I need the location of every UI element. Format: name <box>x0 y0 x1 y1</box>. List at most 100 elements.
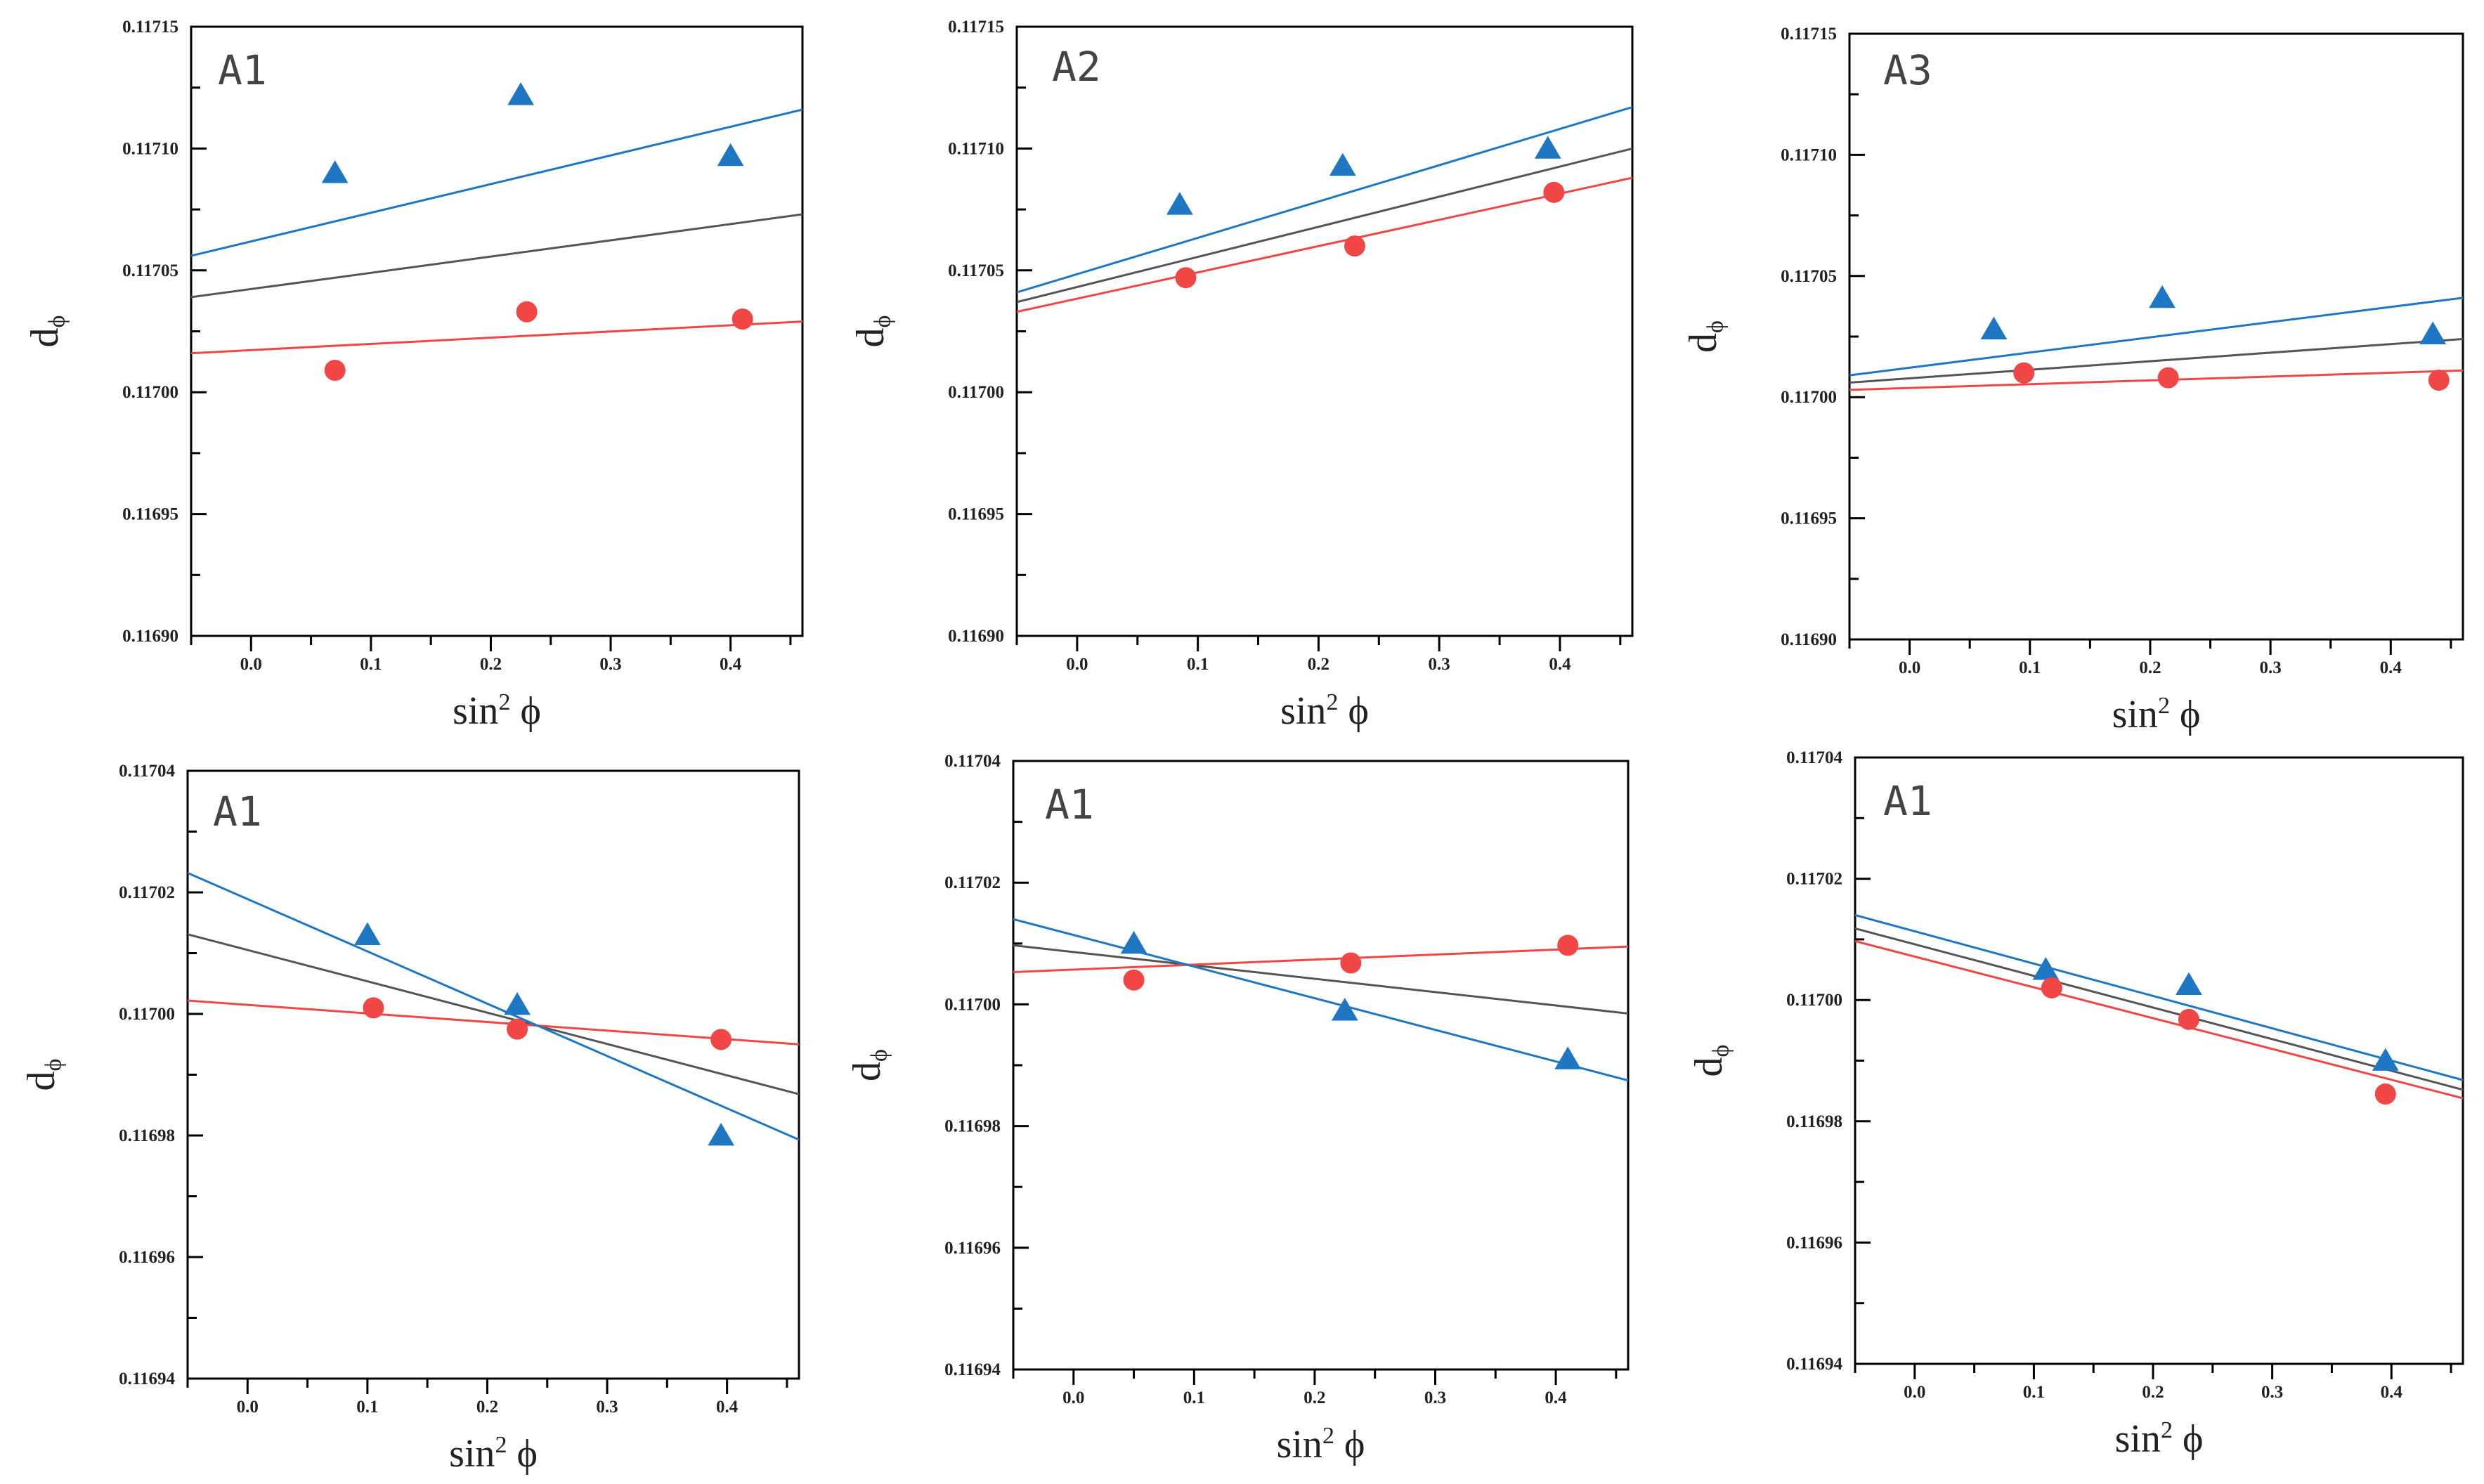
y-tick-label: 0.11704 <box>119 762 175 781</box>
triangle-point <box>717 143 744 167</box>
gray-fit-line <box>1017 147 1632 304</box>
y-tick-label: 0.11694 <box>119 1369 175 1388</box>
panel-label: A3 <box>1883 46 1932 94</box>
chart-panel-5: 0.11694 0.11696 0.11698 0.11700 0.11702 0.117… <box>845 752 1630 1466</box>
x-tick-label: 0.2 <box>1303 1388 1325 1407</box>
y-axis-title: dϕ <box>20 1059 67 1091</box>
y-tick-label: 0.11690 <box>122 627 178 646</box>
chart-panel-6: 0.11694 0.11696 0.11698 0.11700 0.11702 0.117… <box>1687 748 2464 1461</box>
gray-fit-line <box>188 933 799 1095</box>
chart-panel-4: 0.11694 0.11696 0.11698 0.11700 0.11702 0.117… <box>20 762 800 1476</box>
circle-point <box>2178 1008 2199 1030</box>
y-tick-label: 0.11715 <box>1781 25 1837 44</box>
plot-frame <box>186 769 800 1380</box>
x-tick-label: 0.2 <box>1308 655 1329 674</box>
x-tick-label: 0.1 <box>1187 655 1209 674</box>
y-tick-label: 0.11702 <box>1786 870 1842 889</box>
y-tick-label: 0.11698 <box>119 1126 175 1145</box>
x-tick-label: 0.2 <box>476 1398 498 1417</box>
x-tick-label: 0.4 <box>720 655 742 674</box>
x-axis-title: sin2 ϕ <box>2115 1417 2204 1461</box>
x-axis-title: sin2 ϕ <box>2112 693 2201 736</box>
x-axis-title: sin2 ϕ <box>1280 689 1369 733</box>
y-tick-label: 0.11702 <box>119 883 175 902</box>
y-tick-label: 0.11696 <box>119 1248 175 1267</box>
y-tick-label: 0.11710 <box>122 139 178 158</box>
panel-label: A1 <box>1883 777 1932 825</box>
x-tick-label: 0.3 <box>1429 655 1450 674</box>
y-tick-label: 0.11715 <box>122 18 178 37</box>
red-fit-line <box>1855 940 2463 1100</box>
y-axis-title: dϕ <box>1687 1045 1734 1077</box>
triangle-point <box>2419 321 2447 344</box>
circle-point <box>1340 952 1362 974</box>
y-tick-label: 0.11710 <box>1781 145 1837 164</box>
y-axis-title: dϕ <box>1682 320 1729 353</box>
y-tick-label: 0.11700 <box>122 383 178 402</box>
x-tick-label: 0.0 <box>1904 1383 1925 1402</box>
circle-point <box>324 359 346 381</box>
plot-frame <box>1012 760 1630 1371</box>
circle-point <box>1123 969 1145 991</box>
x-tick-label: 0.4 <box>1545 1388 1567 1407</box>
triangle-point <box>1554 1046 1582 1069</box>
circle-point <box>731 308 753 330</box>
y-tick-label: 0.11700 <box>1786 991 1842 1010</box>
x-tick-label: 0.1 <box>2019 658 2041 677</box>
y-tick-label: 0.11710 <box>948 139 1004 158</box>
y-tick-label: 0.11700 <box>119 1005 175 1024</box>
triangle-point <box>2149 285 2176 308</box>
x-axis-title: sin2 ϕ <box>1277 1423 1365 1466</box>
y-tick-label: 0.11698 <box>1786 1112 1842 1131</box>
y-tick-label: 0.11694 <box>944 1360 1001 1379</box>
circle-point <box>507 1018 528 1040</box>
x-tick-label: 0.0 <box>1062 1388 1084 1407</box>
triangle-point <box>2032 957 2060 980</box>
circle-point <box>1557 935 1579 956</box>
triangle-point <box>1166 192 1193 215</box>
circle-point <box>2428 370 2450 391</box>
red-fit-line <box>188 999 799 1046</box>
x-tick-label: 0.3 <box>599 655 621 674</box>
gray-fit-line <box>1855 927 2463 1091</box>
triangle-point <box>1120 930 1147 954</box>
x-tick-label: 0.0 <box>237 1398 259 1417</box>
y-tick-label: 0.11715 <box>948 18 1004 37</box>
x-tick-label: 0.1 <box>360 655 382 674</box>
panel-label: A2 <box>1052 43 1101 91</box>
circle-point <box>363 997 384 1019</box>
plot-frame <box>1854 756 2464 1365</box>
panel-label: A1 <box>213 788 262 835</box>
x-tick-label: 0.3 <box>2261 1383 2283 1402</box>
y-tick-label: 0.11698 <box>944 1117 1001 1136</box>
x-tick-label: 0.0 <box>1899 658 1920 677</box>
x-tick-label: 0.0 <box>240 655 262 674</box>
y-tick-label: 0.11704 <box>944 752 1001 771</box>
x-axis-title: sin2 ϕ <box>453 689 541 733</box>
plot-frame <box>1015 25 1634 637</box>
gray-fit-line <box>1013 944 1628 1015</box>
x-tick-label: 0.3 <box>2259 658 2281 677</box>
circle-point <box>1344 235 1365 257</box>
x-tick-label: 0.3 <box>1424 1388 1446 1407</box>
blue-fit-line <box>1013 918 1628 1082</box>
circle-point <box>1175 267 1197 289</box>
blue-fit-line <box>1017 106 1632 294</box>
y-axis-title: dϕ <box>845 1049 892 1081</box>
triangle-point <box>2176 972 2202 996</box>
circle-point <box>2041 977 2062 998</box>
y-tick-label: 0.11690 <box>948 627 1004 646</box>
y-axis-title: dϕ <box>849 315 896 348</box>
x-tick-label: 0.1 <box>356 1398 378 1417</box>
plot-frame <box>190 25 804 637</box>
circle-point <box>2374 1083 2396 1105</box>
x-tick-label: 0.4 <box>716 1398 739 1417</box>
y-tick-label: 0.11700 <box>948 383 1004 402</box>
triangle-point <box>504 992 531 1015</box>
y-tick-label: 0.11705 <box>122 261 178 280</box>
y-tick-label: 0.11695 <box>122 505 178 524</box>
y-tick-label: 0.11694 <box>1786 1355 1842 1374</box>
y-tick-label: 0.11696 <box>1786 1233 1842 1252</box>
circle-point <box>516 301 538 323</box>
